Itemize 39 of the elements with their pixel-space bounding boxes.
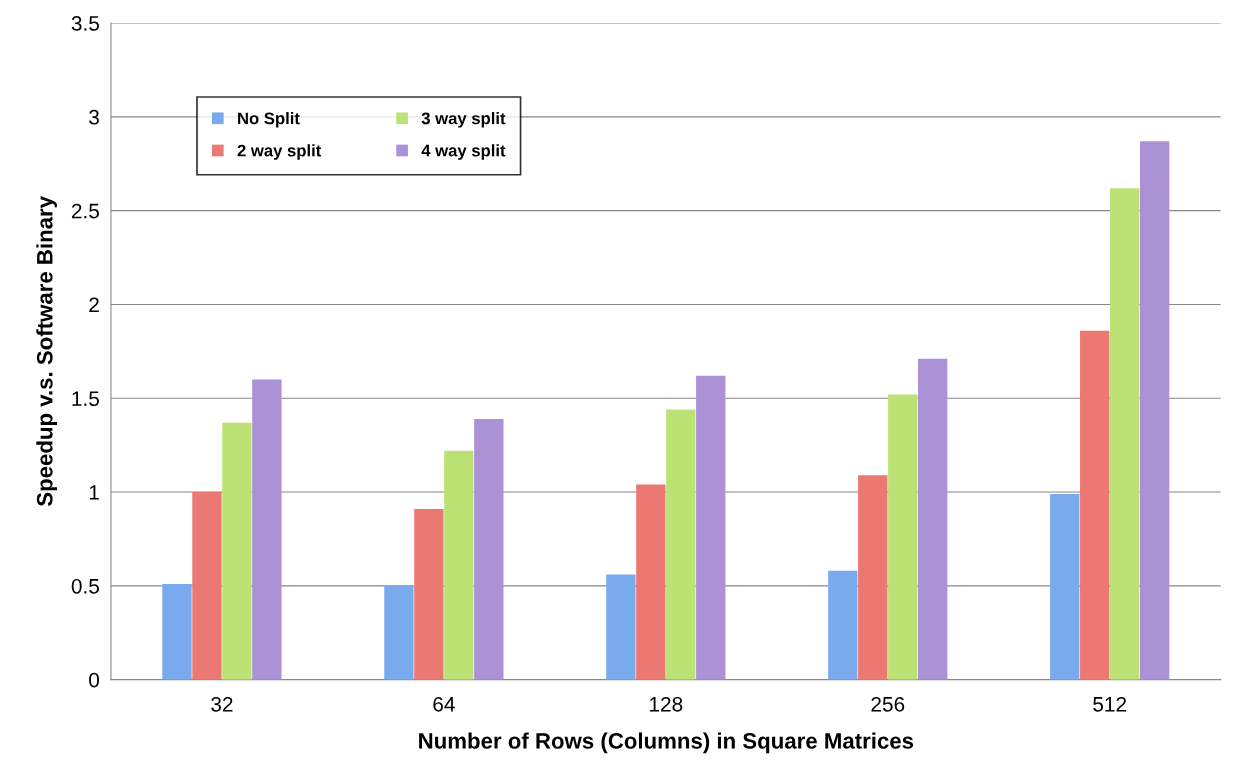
y-tick-label: 0.5 bbox=[71, 578, 99, 594]
bar bbox=[444, 450, 474, 680]
legend-label: No Split bbox=[238, 112, 300, 128]
x-tick-label: 512 bbox=[1093, 696, 1127, 712]
bar bbox=[918, 358, 948, 680]
x-tick-label: 64 bbox=[433, 696, 455, 712]
x-tick-label: 256 bbox=[871, 696, 905, 712]
legend-label: 3 way split bbox=[421, 112, 506, 128]
bar bbox=[828, 570, 858, 680]
y-tick-label: 1 bbox=[89, 485, 99, 500]
x-tick-label: 32 bbox=[211, 696, 233, 712]
y-tick-label: 2 bbox=[89, 297, 99, 313]
bar bbox=[222, 422, 252, 680]
bar bbox=[858, 475, 888, 680]
y-tick-label: 2.5 bbox=[71, 203, 99, 219]
bar bbox=[1080, 330, 1110, 680]
y-tick-label: 0 bbox=[89, 672, 100, 688]
bar bbox=[666, 409, 696, 680]
y-tick-label: 3.5 bbox=[71, 16, 99, 31]
bar bbox=[474, 418, 504, 680]
bar bbox=[696, 375, 726, 680]
x-tick-label: 128 bbox=[650, 696, 683, 712]
bar bbox=[252, 379, 282, 680]
bar bbox=[1110, 188, 1140, 680]
bar bbox=[192, 492, 222, 680]
x-axis-title: Number of Rows (Columns) in Square Matrices bbox=[419, 732, 914, 754]
legend-label: 4 way split bbox=[421, 144, 506, 160]
bar bbox=[606, 574, 636, 680]
legend-label: 2 way split bbox=[237, 144, 322, 160]
bar bbox=[414, 508, 444, 680]
bar bbox=[1050, 493, 1080, 680]
y-tick-label: 1.5 bbox=[72, 391, 99, 407]
bar bbox=[162, 584, 192, 680]
bar bbox=[636, 484, 666, 680]
bar bbox=[1139, 141, 1170, 680]
bar bbox=[888, 394, 918, 680]
y-tick-label: 3 bbox=[89, 109, 99, 125]
bar bbox=[384, 585, 414, 680]
y-axis-title: Speedup v.s. Software Binary bbox=[36, 196, 58, 507]
